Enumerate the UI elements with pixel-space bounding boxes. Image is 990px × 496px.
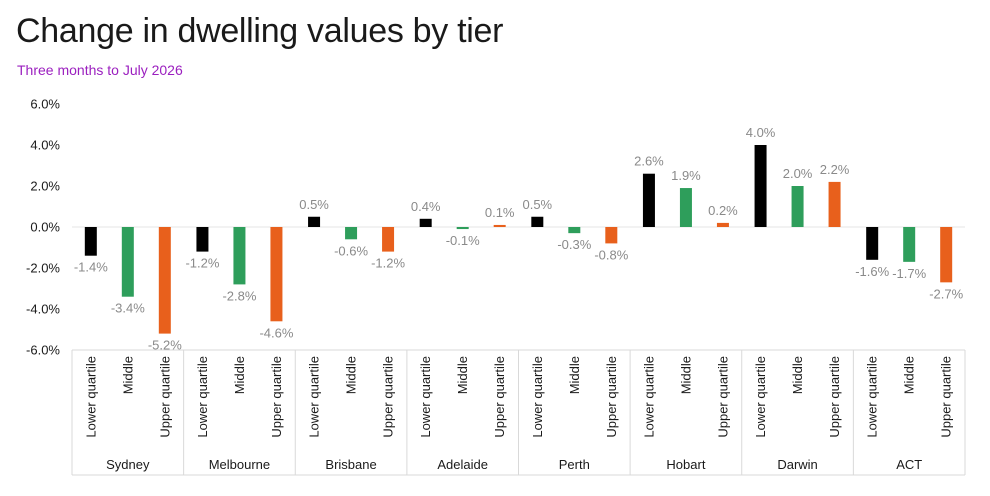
y-tick-label: -4.0% <box>26 302 60 317</box>
bar-hobart-lower-quartile <box>642 173 655 227</box>
group-label-perth: Perth <box>559 457 590 472</box>
data-label: 0.2% <box>708 203 738 218</box>
data-label: 2.6% <box>634 154 664 169</box>
tier-label: Lower quartile <box>753 356 768 438</box>
bar-melbourne-middle <box>233 227 246 285</box>
tier-label: Upper quartile <box>269 356 284 438</box>
bar-perth-lower-quartile <box>531 216 544 227</box>
bar-act-upper-quartile <box>940 227 953 283</box>
data-label: -1.7% <box>892 266 926 281</box>
data-label: -4.6% <box>259 325 293 340</box>
tier-label: Middle <box>120 356 135 394</box>
data-label: 0.4% <box>411 199 441 214</box>
tier-label: Lower quartile <box>195 356 210 438</box>
bar-adelaide-upper-quartile <box>493 224 506 227</box>
tier-label: Upper quartile <box>939 356 954 438</box>
chart-subtitle: Three months to July 2026 <box>17 62 183 78</box>
y-tick-label: 4.0% <box>30 138 60 153</box>
tier-label: Middle <box>790 356 805 394</box>
y-tick-label: -6.0% <box>26 343 60 358</box>
tier-label: Upper quartile <box>604 356 619 438</box>
data-label: -1.4% <box>74 260 108 275</box>
data-label: -1.6% <box>855 264 889 279</box>
tier-label: Upper quartile <box>715 356 730 438</box>
tier-label: Middle <box>678 356 693 394</box>
bar-brisbane-middle <box>345 227 358 240</box>
tier-label: Middle <box>902 356 917 394</box>
chart-title: Change in dwelling values by tier <box>16 12 504 50</box>
bar-perth-middle <box>568 227 581 234</box>
y-tick-label: -2.0% <box>26 261 60 276</box>
data-label: 2.2% <box>820 162 850 177</box>
tier-label: Upper quartile <box>157 356 172 438</box>
data-label: -1.2% <box>185 256 219 271</box>
data-label: -2.7% <box>929 286 963 301</box>
data-label: 0.5% <box>299 197 329 212</box>
data-label: -0.6% <box>334 243 368 258</box>
tier-label: Lower quartile <box>418 356 433 438</box>
data-label: 4.0% <box>746 125 776 140</box>
bar-sydney-upper-quartile <box>158 227 171 334</box>
group-label-brisbane: Brisbane <box>325 457 376 472</box>
group-label-darwin: Darwin <box>777 457 817 472</box>
group-label-adelaide: Adelaide <box>437 457 488 472</box>
bar-darwin-lower-quartile <box>754 145 767 227</box>
data-label: 1.9% <box>671 168 701 183</box>
tier-label: Middle <box>344 356 359 394</box>
bar-hobart-upper-quartile <box>716 222 729 227</box>
bar-hobart-middle <box>679 188 692 227</box>
tier-label: Upper quartile <box>827 356 842 438</box>
tier-label: Middle <box>455 356 470 394</box>
y-tick-label: 2.0% <box>30 179 60 194</box>
bar-brisbane-lower-quartile <box>308 216 321 227</box>
group-label-act: ACT <box>896 457 922 472</box>
tier-label: Lower quartile <box>641 356 656 438</box>
tier-label: Lower quartile <box>865 356 880 438</box>
tier-label: Upper quartile <box>381 356 396 438</box>
data-label: -0.3% <box>557 237 591 252</box>
bar-melbourne-lower-quartile <box>196 227 209 252</box>
y-tick-label: 0.0% <box>30 220 60 235</box>
bar-adelaide-lower-quartile <box>419 218 432 227</box>
data-label: 0.5% <box>522 197 552 212</box>
group-label-melbourne: Melbourne <box>209 457 270 472</box>
tier-label: Middle <box>232 356 247 394</box>
tier-label: Lower quartile <box>83 356 98 438</box>
bar-act-lower-quartile <box>866 227 879 260</box>
data-label: -0.8% <box>594 247 628 262</box>
bar-perth-upper-quartile <box>605 227 618 244</box>
data-label: -5.2% <box>148 338 182 353</box>
bar-darwin-upper-quartile <box>828 181 841 227</box>
bar-adelaide-middle <box>456 227 469 230</box>
bar-darwin-middle <box>791 186 804 227</box>
y-tick-label: 6.0% <box>30 97 60 112</box>
bar-sydney-lower-quartile <box>84 227 97 256</box>
tier-label: Lower quartile <box>530 356 545 438</box>
tier-label: Lower quartile <box>307 356 322 438</box>
group-label-hobart: Hobart <box>666 457 705 472</box>
data-label: -1.2% <box>371 256 405 271</box>
tier-label: Middle <box>567 356 582 394</box>
data-label: -0.1% <box>446 233 480 248</box>
tier-label: Upper quartile <box>492 356 507 438</box>
bar-brisbane-upper-quartile <box>382 227 395 252</box>
data-label: 2.0% <box>783 166 813 181</box>
group-label-sydney: Sydney <box>106 457 150 472</box>
data-label: -3.4% <box>111 301 145 316</box>
data-label: -2.8% <box>222 288 256 303</box>
data-label: 0.1% <box>485 205 515 220</box>
bar-act-middle <box>903 227 916 262</box>
bar-sydney-middle <box>121 227 134 297</box>
bar-melbourne-upper-quartile <box>270 227 283 322</box>
